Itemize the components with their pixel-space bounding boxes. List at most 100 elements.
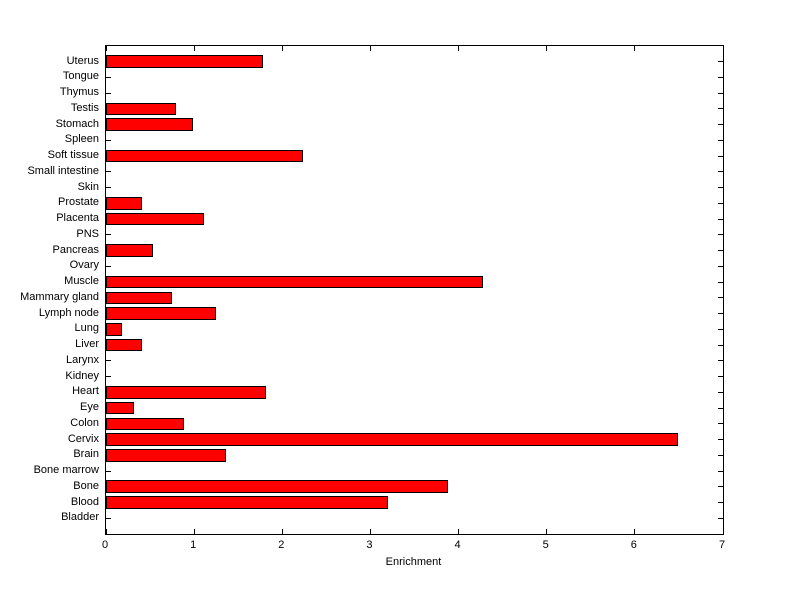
y-tick-left-larynx: [106, 360, 111, 362]
x-tick-label-2: 2: [278, 539, 285, 551]
y-label-cervix: Cervix: [67, 432, 99, 445]
x-tick-top-0: [105, 46, 107, 51]
y-label-ovary: Ovary: [69, 259, 99, 272]
bar-blood: [106, 496, 389, 509]
y-tick-right-bone: [718, 486, 723, 488]
bar-cervix: [106, 433, 679, 446]
x-tick-top-3: [369, 46, 371, 51]
x-tick-bottom-7: [722, 529, 724, 534]
y-tick-right-small-intestine: [718, 171, 723, 173]
y-tick-right-testis: [718, 108, 723, 110]
y-tick-right-pancreas: [718, 250, 723, 252]
y-label-spleen: Spleen: [64, 133, 99, 146]
y-label-larynx: Larynx: [65, 353, 99, 366]
y-tick-right-liver: [718, 344, 723, 346]
x-tick-bottom-1: [193, 529, 195, 534]
y-tick-left-skin: [106, 187, 111, 189]
y-tick-right-placenta: [718, 218, 723, 220]
y-tick-right-lymph-node: [718, 313, 723, 315]
y-label-heart: Heart: [72, 385, 99, 398]
y-label-pns: PNS: [76, 227, 99, 240]
x-tick-label-7: 7: [718, 539, 726, 551]
y-tick-right-skin: [718, 187, 723, 189]
bar-brain: [106, 448, 226, 462]
y-label-pancreas: Pancreas: [52, 243, 99, 256]
y-tick-left-tongue: [106, 76, 111, 78]
y-tick-right-brain: [718, 454, 723, 456]
y-label-thymus: Thymus: [59, 86, 99, 99]
y-tick-right-pns: [718, 234, 723, 236]
plot-area: [105, 45, 724, 535]
bar-pancreas: [106, 244, 153, 257]
y-label-eye: Eye: [80, 401, 99, 414]
y-label-soft-tissue: Soft tissue: [47, 149, 99, 162]
y-tick-right-heart: [718, 391, 723, 393]
y-tick-left-bladder: [106, 517, 111, 519]
y-tick-right-larynx: [718, 360, 723, 362]
y-label-small-intestine: Small intestine: [27, 164, 99, 177]
y-label-kidney: Kidney: [65, 369, 99, 382]
x-tick-top-2: [281, 46, 283, 51]
y-label-uterus: Uterus: [66, 54, 99, 67]
bar-heart: [106, 386, 266, 399]
bar-prostate: [106, 197, 143, 210]
y-label-stomach: Stomach: [55, 117, 99, 130]
y-tick-left-thymus: [106, 92, 111, 94]
x-tick-top-4: [458, 46, 460, 51]
y-tick-right-lung: [718, 328, 723, 330]
bar-liver: [106, 338, 143, 352]
y-tick-right-prostate: [718, 202, 723, 204]
y-label-lung: Lung: [74, 322, 99, 335]
y-tick-left-bone-marrow: [106, 470, 111, 472]
y-tick-right-soft-tissue: [718, 155, 723, 157]
x-axis-title: Enrichment: [385, 556, 442, 568]
x-tick-top-7: [722, 46, 724, 51]
y-label-skin: Skin: [77, 180, 99, 193]
y-tick-right-cervix: [718, 439, 723, 441]
x-tick-bottom-3: [369, 529, 371, 534]
x-tick-bottom-0: [105, 529, 107, 534]
y-label-lymph-node: Lymph node: [38, 306, 99, 319]
y-label-brain: Brain: [73, 448, 99, 461]
y-label-blood: Blood: [70, 495, 99, 508]
y-tick-right-ovary: [718, 265, 723, 267]
y-label-bone: Bone: [73, 479, 99, 492]
bar-eye: [106, 401, 135, 415]
x-tick-top-1: [193, 46, 195, 51]
x-tick-label-4: 4: [454, 539, 461, 551]
bar-bone: [106, 480, 448, 494]
x-tick-label-6: 6: [630, 539, 637, 551]
y-tick-right-bone-marrow: [718, 470, 723, 472]
y-tick-right-mammary-gland: [718, 297, 723, 299]
y-label-mammary-gland: Mammary gland: [20, 290, 99, 303]
y-tick-left-spleen: [106, 139, 111, 141]
x-tick-label-5: 5: [542, 539, 549, 551]
bar-muscle: [106, 275, 484, 289]
y-label-testis: Testis: [70, 101, 99, 114]
y-tick-left-pns: [106, 234, 111, 236]
bar-stomach: [106, 118, 194, 131]
x-tick-label-1: 1: [190, 539, 197, 551]
x-tick-bottom-4: [458, 529, 460, 534]
y-tick-right-muscle: [718, 281, 723, 283]
y-tick-right-eye: [718, 407, 723, 409]
y-tick-left-ovary: [106, 265, 111, 267]
bar-testis: [106, 102, 176, 116]
y-label-muscle: Muscle: [64, 275, 99, 288]
bar-lymph-node: [106, 307, 217, 320]
y-tick-right-colon: [718, 423, 723, 425]
x-tick-top-6: [634, 46, 636, 51]
y-label-colon: Colon: [70, 416, 99, 429]
x-tick-bottom-2: [281, 529, 283, 534]
y-label-liver: Liver: [75, 338, 99, 351]
bar-lung: [106, 323, 122, 336]
y-tick-right-spleen: [718, 139, 723, 141]
y-tick-left-kidney: [106, 376, 111, 378]
y-label-tongue: Tongue: [62, 70, 99, 83]
x-tick-top-5: [546, 46, 548, 51]
y-tick-right-thymus: [718, 92, 723, 94]
bar-placenta: [106, 212, 204, 226]
y-label-bone-marrow: Bone marrow: [33, 464, 99, 477]
x-tick-bottom-5: [546, 529, 548, 534]
